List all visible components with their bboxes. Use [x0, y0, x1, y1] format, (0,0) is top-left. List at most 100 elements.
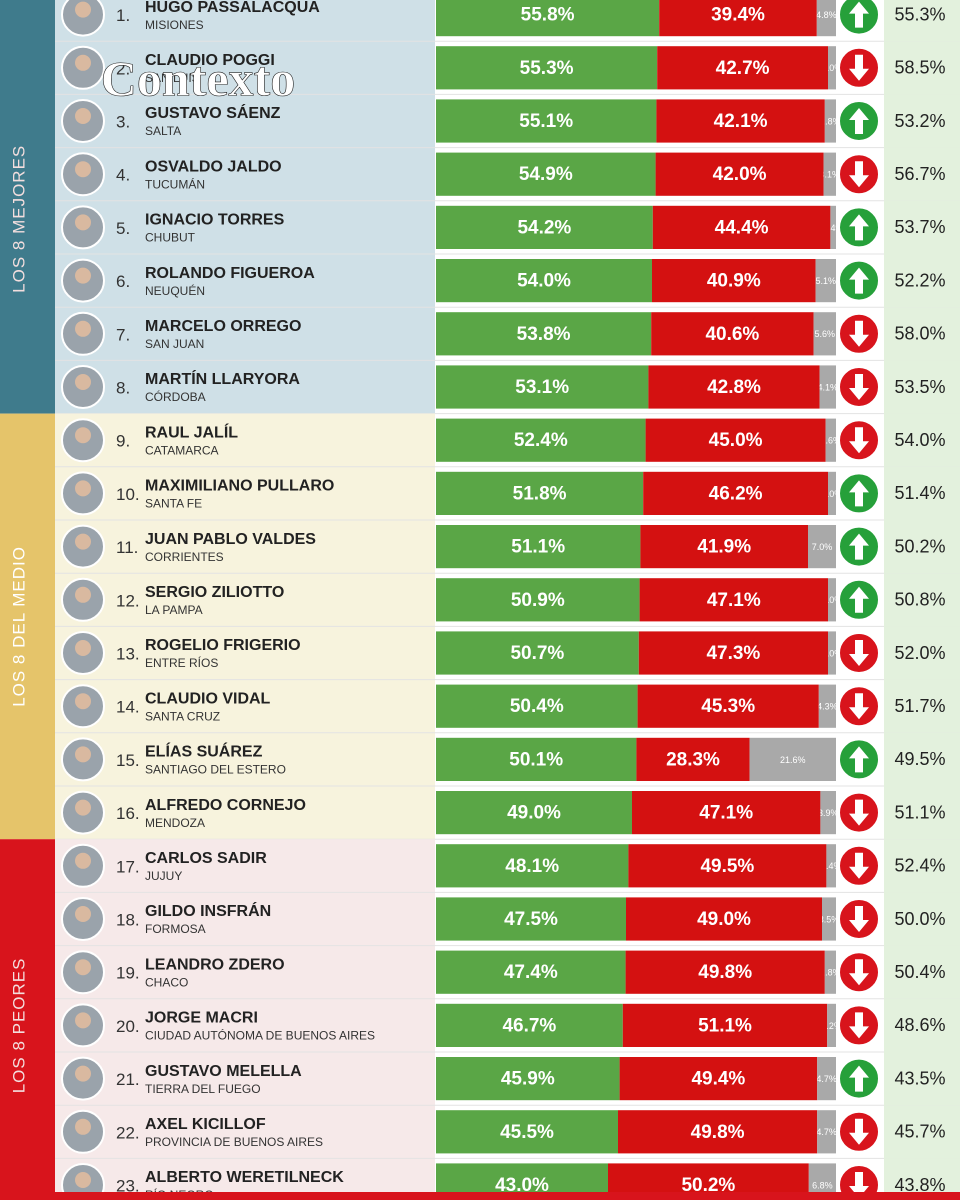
rank: 2. — [116, 59, 130, 78]
disapprove-label: 47.3% — [706, 643, 760, 664]
rank: 23. — [116, 1176, 140, 1195]
trend-arrow — [849, 108, 869, 134]
approve-label: 51.8% — [513, 483, 567, 504]
disapprove-label: 47.1% — [699, 803, 753, 824]
disapprove-label: 49.8% — [691, 1122, 745, 1143]
disapprove-label: 47.1% — [707, 590, 761, 611]
photo-head — [75, 852, 91, 869]
previous-background — [884, 413, 960, 467]
approve-label: 54.0% — [517, 271, 571, 292]
nsnc-bar — [813, 312, 836, 356]
approve-label: 47.4% — [504, 962, 558, 983]
nsnc-label: 2.4% — [821, 861, 842, 871]
approve-bar — [436, 259, 652, 303]
disapprove-label: 42.0% — [713, 164, 767, 185]
photo-head — [75, 533, 91, 550]
nsnc-bar — [824, 950, 836, 994]
approve-bar — [436, 365, 649, 409]
photo-head — [75, 108, 91, 124]
approve-bar — [436, 152, 656, 196]
previous-value: 52.0% — [894, 643, 945, 663]
name: MARTÍN LLARYORA — [145, 369, 300, 388]
nsnc-bar — [827, 1003, 836, 1047]
previous-value: 56.7% — [894, 164, 945, 184]
rank: 11. — [116, 538, 138, 557]
group-label: LOS 8 DEL MEDIO — [9, 546, 28, 707]
disapprove-bar — [643, 471, 828, 515]
nsnc-bar — [825, 418, 836, 462]
disapprove-label: 50.2% — [681, 1175, 735, 1196]
photo-head — [75, 320, 91, 337]
disapprove-label: 49.8% — [698, 962, 752, 983]
disapprove-bar — [651, 312, 814, 356]
trend-arrow — [849, 640, 869, 666]
approve-label: 55.8% — [521, 5, 575, 26]
nsnc-bar — [749, 737, 836, 781]
trend-arrow — [849, 533, 869, 560]
nsnc-bar — [828, 631, 836, 675]
rank: 19. — [116, 964, 140, 983]
rank: 1. — [116, 6, 130, 25]
previous-value: 50.2% — [894, 536, 945, 556]
approve-bar — [436, 791, 632, 835]
trend-arrow — [849, 586, 869, 613]
province: CHACO — [145, 975, 188, 989]
trend-arrow — [849, 746, 869, 773]
photo-head — [75, 374, 91, 390]
approve-bar — [436, 471, 644, 515]
group-sidebar — [0, 839, 55, 1200]
name: JUAN PABLO VALDES — [145, 531, 316, 548]
previous-background — [884, 626, 960, 680]
nsnc-label: 4.3% — [817, 702, 838, 712]
name: ROGELIO FRIGERIO — [145, 637, 301, 654]
rank: 7. — [116, 325, 130, 344]
group-sidebar — [0, 0, 55, 414]
name: MARCELO ORREGO — [145, 318, 301, 335]
trend-arrow — [849, 693, 869, 720]
rank: 12. — [116, 591, 140, 610]
previous-value: 53.5% — [894, 377, 945, 397]
name: OSVALDO JALDO — [145, 158, 282, 175]
previous-background — [884, 466, 960, 520]
approve-bar — [436, 578, 640, 622]
previous-background — [884, 573, 960, 627]
previous-value: 49.5% — [894, 749, 945, 769]
name: CLAUDIO VIDAL — [145, 690, 271, 707]
approve-bar — [436, 312, 652, 356]
approve-label: 43.0% — [495, 1175, 549, 1196]
disapprove-label: 28.3% — [666, 749, 720, 770]
approve-bar — [436, 1110, 618, 1154]
previous-value: 51.7% — [894, 696, 945, 716]
trend-arrow — [849, 161, 869, 188]
nsnc-bar — [822, 897, 836, 941]
approve-label: 50.4% — [510, 696, 564, 717]
disapprove-label: 40.9% — [707, 271, 761, 292]
nsnc-label: 2.2% — [821, 1021, 842, 1031]
trend-arrow — [849, 374, 869, 400]
approve-label: 45.9% — [501, 1069, 555, 1090]
previous-background — [884, 1052, 960, 1106]
rank: 18. — [116, 910, 140, 929]
approve-label: 48.1% — [505, 856, 559, 877]
province: SANTA FE — [145, 497, 202, 511]
approve-bar — [436, 418, 646, 462]
photo-head — [75, 1, 91, 18]
previous-value: 51.1% — [894, 802, 945, 822]
approve-label: 55.1% — [519, 111, 573, 132]
previous-background — [884, 360, 960, 414]
approve-label: 55.3% — [520, 58, 574, 79]
nsnc-label: 5.6% — [815, 329, 836, 339]
nsnc-bar — [817, 1110, 836, 1154]
name: GUSTAVO MELELLA — [145, 1063, 302, 1080]
disapprove-bar — [640, 525, 808, 569]
name: GUSTAVO SÁENZ — [145, 103, 281, 122]
trend-arrow — [849, 852, 869, 879]
trend-arrow — [849, 267, 869, 294]
previous-value: 43.5% — [894, 1068, 945, 1088]
photo-head — [75, 799, 91, 816]
previous-background — [884, 839, 960, 893]
previous-value: 53.2% — [894, 111, 945, 131]
disapprove-bar — [638, 631, 828, 675]
